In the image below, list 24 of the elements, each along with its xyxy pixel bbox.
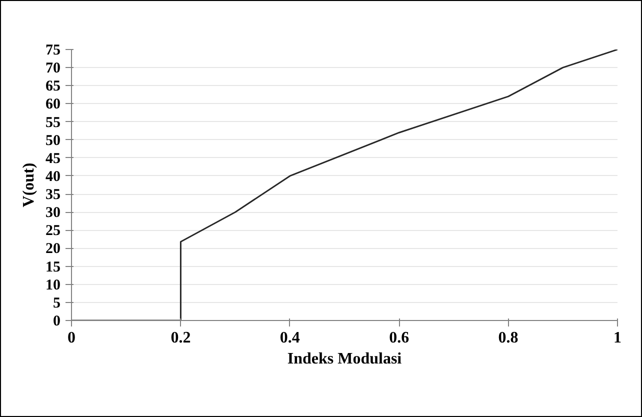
x-tick-label: 0.6 bbox=[389, 330, 410, 346]
y-tick-label: 25 bbox=[46, 223, 60, 240]
y-tick-label: 5 bbox=[53, 295, 60, 312]
x-tick-label: 0 bbox=[68, 330, 76, 346]
y-tick-label: 10 bbox=[46, 277, 60, 294]
y-tick-label: 60 bbox=[46, 96, 60, 113]
y-tick-label: 75 bbox=[46, 42, 60, 58]
y-tick-label: 35 bbox=[46, 187, 60, 204]
y-axis-title: V(out) bbox=[20, 162, 38, 208]
y-tick-label: 15 bbox=[46, 259, 60, 276]
x-tick-label: 0.2 bbox=[170, 330, 191, 346]
x-axis-title: Indeks Modulasi bbox=[287, 350, 402, 368]
y-tick-label: 65 bbox=[46, 78, 60, 95]
y-tick-label: 20 bbox=[46, 241, 60, 258]
x-tick-label: 0.4 bbox=[280, 330, 300, 346]
y-tick-label: 70 bbox=[46, 60, 60, 77]
y-tick-label: 30 bbox=[46, 205, 60, 222]
x-tick-label: 0.8 bbox=[498, 330, 518, 346]
y-tick-label: 40 bbox=[46, 168, 60, 185]
y-tick-label: 55 bbox=[46, 114, 60, 131]
y-tick-label: 50 bbox=[46, 132, 60, 149]
y-tick-label: 0 bbox=[53, 314, 60, 330]
y-tick-label: 45 bbox=[46, 150, 60, 167]
x-tick-label: 1 bbox=[614, 330, 622, 346]
